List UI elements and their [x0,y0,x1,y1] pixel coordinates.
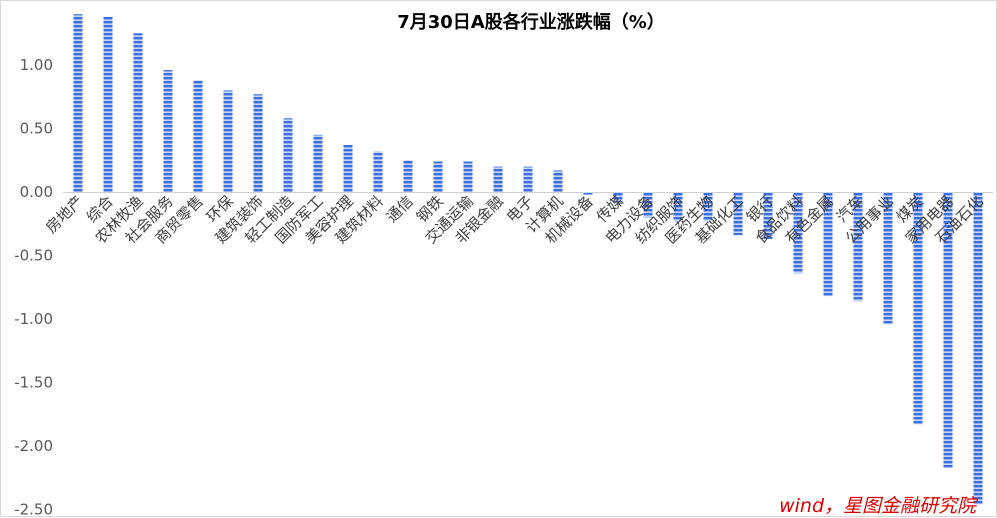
bar-非银金融 [494,167,503,192]
bar-交通运输 [464,162,473,192]
category-label: 通信 [383,192,417,226]
y-tick-label: -1.00 [14,310,53,328]
bar-社会服务 [164,70,173,192]
y-tick-label: -2.00 [14,437,53,455]
bar-美容护理 [344,145,353,192]
bar-农林牧渔 [134,33,143,192]
y-tick-label: -2.50 [14,501,53,518]
bar-钢铁 [434,162,443,192]
bar-环保 [224,90,233,192]
y-tick-label: -0.50 [14,247,53,265]
source-note: wind，星图金融研究院 [779,495,979,517]
bar-轻工制造 [284,118,293,192]
bar-国防军工 [314,135,323,192]
bar-建筑装饰 [254,94,263,192]
bar-建筑材料 [374,151,383,192]
y-tick-label: 0.50 [20,120,53,138]
bar-石油石化 [974,192,983,504]
bar-房地产 [74,14,83,192]
y-tick-label: -1.50 [14,374,53,392]
bar-综合 [104,17,113,192]
bar-通信 [404,160,413,192]
y-tick-label: 0.00 [20,183,53,201]
bar-商贸零售 [194,80,203,192]
bar-计算机 [554,170,563,192]
y-tick-label: 1.00 [20,56,53,74]
bar-电子 [524,167,533,192]
chart-title: 7月30日A股各行业涨跌幅（%） [397,11,665,33]
